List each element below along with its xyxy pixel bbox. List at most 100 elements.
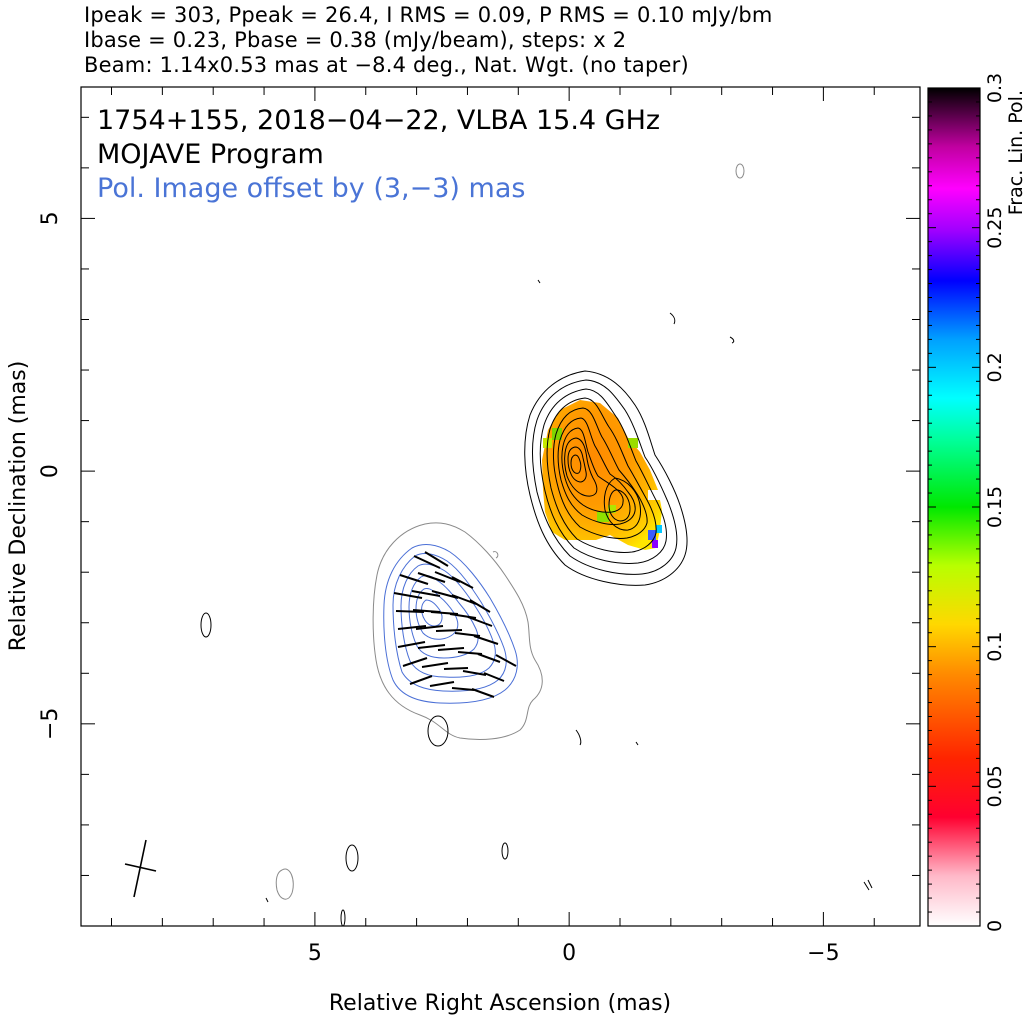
- pol-contour: [383, 544, 518, 704]
- noise-contour: [863, 879, 873, 891]
- evpa-tick: [397, 641, 426, 648]
- noise-contour: [200, 612, 212, 638]
- y-tick-label: 5: [38, 211, 63, 225]
- colorbar-tick-label: 0.3: [984, 73, 1006, 103]
- x-axis-label: Relative Right Ascension (mas): [329, 991, 671, 1016]
- evpa-tick: [462, 670, 487, 676]
- beam-minor-axis: [124, 863, 157, 872]
- evpa-tick: [437, 647, 465, 651]
- stats-line-1: Ipeak = 303, Ppeak = 26.4, I RMS = 0.09,…: [84, 3, 773, 27]
- stokes-i-contour: [561, 427, 624, 513]
- noise-contour: [345, 844, 359, 872]
- y-tick-label: 0: [38, 464, 63, 478]
- evpa-tick: [483, 672, 505, 682]
- beam-line: Beam: 1.14x0.53 mas at −8.4 deg., Nat. W…: [84, 53, 689, 77]
- colorbar-tick-label: 0.2: [984, 352, 1006, 382]
- evpa-tick: [393, 592, 423, 599]
- frac-pol-map: [542, 400, 662, 550]
- noise-contour: [537, 279, 541, 284]
- evpa-tick: [399, 574, 429, 585]
- stokes-i-contour: [608, 489, 631, 522]
- colorbar-tick-label: 0.25: [984, 207, 1006, 249]
- colorbar-tick-label: 0.15: [984, 486, 1006, 528]
- evpa-vectors: [393, 551, 517, 698]
- y-axis-label: Relative Declination (mas): [6, 361, 31, 652]
- evpa-tick: [473, 635, 499, 645]
- evpa-tick: [415, 625, 444, 630]
- noise-contour: [340, 909, 346, 926]
- frac-pol-green-pixel: [597, 512, 609, 522]
- beam-marker: [124, 839, 157, 898]
- frac-pol-green-pixel: [608, 505, 616, 513]
- colorbar-tick-label: 0.1: [984, 632, 1006, 662]
- stokes-i-contour: [524, 370, 688, 586]
- stokes-i-contour: [531, 379, 678, 575]
- evpa-tick: [429, 681, 455, 687]
- stokes-i-contour: [567, 446, 587, 483]
- evpa-tick: [435, 629, 463, 632]
- plot-frame: [80, 86, 921, 927]
- evpa-tick: [471, 688, 495, 698]
- pol-noise-contour: [275, 868, 294, 900]
- noise-contours: [200, 279, 873, 926]
- stokes-i-contour: [564, 437, 598, 497]
- noise-contour: [635, 741, 639, 746]
- colorbar-ticks: [928, 87, 980, 927]
- pol-noise-contour: [492, 551, 499, 559]
- source-annotation: 1754+155, 2018−04−22, VLBA 15.4 GHz: [97, 105, 660, 136]
- program-annotation: MOJAVE Program: [97, 139, 324, 170]
- frac-pol-green-pixel: [552, 428, 562, 440]
- noise-contour: [501, 842, 509, 860]
- evpa-tick: [469, 599, 491, 613]
- beam-major-axis: [133, 839, 147, 898]
- frac-pol-blue-pixel: [648, 530, 656, 540]
- evpa-tick: [434, 571, 461, 583]
- frac-pol-gap: [648, 490, 660, 500]
- evpa-tick: [477, 653, 501, 663]
- evpa-tick: [451, 594, 477, 605]
- x-tick-label: −5: [807, 941, 839, 966]
- stokes-i-contour: [546, 397, 657, 553]
- pol-contour: [392, 553, 507, 692]
- evpa-tick: [413, 555, 441, 569]
- pol-noise-contour: [735, 163, 745, 179]
- axis-ticks: [81, 87, 920, 927]
- colorbar-label: Frac. Lin. Pol.: [1005, 90, 1027, 215]
- stokes-i-contour: [603, 477, 641, 531]
- noise-contour: [265, 897, 269, 903]
- frac-pol-green-pixel: [628, 438, 638, 448]
- stats-line-2: Ibase = 0.23, Pbase = 0.38 (mJy/beam), s…: [84, 28, 627, 52]
- noise-contour: [575, 729, 582, 746]
- evpa-tick: [421, 662, 449, 668]
- x-tick-label: 0: [562, 941, 576, 966]
- evpa-tick: [411, 590, 441, 597]
- stokes-i-contour: [570, 454, 582, 474]
- image-layer: [124, 163, 873, 926]
- noise-contour: [427, 715, 449, 747]
- evpa-tick: [409, 675, 433, 685]
- y-tick-label: −5: [38, 708, 63, 740]
- evpa-tick: [457, 651, 483, 655]
- evpa-tick: [402, 657, 428, 667]
- evpa-tick: [424, 551, 449, 567]
- evpa-tick: [417, 572, 446, 583]
- evpa-tick: [454, 632, 481, 637]
- colorbar-tick-label: 0.05: [984, 765, 1006, 807]
- colorbar: [927, 87, 981, 927]
- frac-pol-cyan-pixel: [656, 525, 662, 533]
- evpa-tick: [451, 687, 475, 691]
- pol-contour: [408, 575, 479, 659]
- stokes-i-contour: [553, 407, 648, 539]
- evpa-tick: [443, 667, 469, 670]
- x-tick-label: 5: [308, 941, 322, 966]
- evpa-tick: [495, 654, 517, 667]
- stokes-i-contours: [524, 370, 688, 586]
- evpa-tick: [397, 625, 427, 630]
- pol-noise-contours: [275, 163, 745, 900]
- stokes-i-contour: [539, 388, 667, 564]
- evpa-tick: [395, 610, 425, 613]
- frac-pol-violet-pixel: [652, 540, 658, 548]
- noise-contour: [669, 312, 676, 325]
